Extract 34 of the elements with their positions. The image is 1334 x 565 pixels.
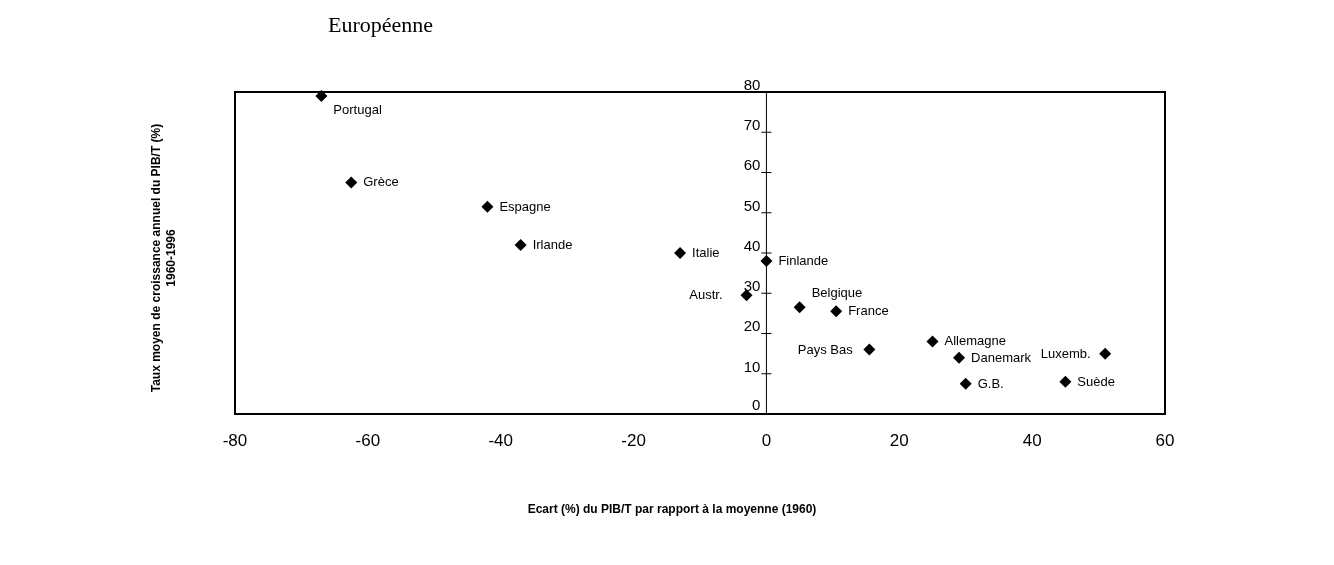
chart-title: Européenne	[328, 12, 434, 37]
annotation: Espagne	[499, 198, 551, 214]
x-axis-title: Ecart (%) du PIB/T par rapport à la moyenne (1960)	[527, 502, 817, 516]
annotation: Austr.	[689, 287, 723, 303]
y-tick-label: 70	[743, 116, 761, 133]
annotation: Grèce	[363, 174, 399, 190]
annotation: Luxemb.	[1040, 345, 1091, 361]
x-tick-label: 60	[1155, 431, 1175, 450]
y-tick-label: 20	[743, 317, 761, 335]
y-tick-label: 80	[743, 75, 761, 93]
x-tick-label: -80	[222, 431, 248, 450]
annotation: France	[848, 303, 889, 319]
annotation: Belgique	[811, 285, 863, 301]
x-tick-label: -40	[488, 431, 513, 450]
y-tick-label: 30	[743, 277, 761, 294]
y-axis-title: Taux moyen de croissance annuel du PIB/T (%) 1960-1996	[149, 123, 178, 393]
x-tick-label: -20	[621, 431, 646, 450]
x-tick-label: 40	[1022, 431, 1042, 450]
y-tick-label: 60	[743, 156, 761, 174]
annotation: Portugal	[333, 101, 382, 117]
x-tick-label: 20	[889, 431, 909, 450]
annotation: Pays Bas	[797, 341, 854, 357]
annotation: Italie	[692, 244, 720, 260]
annotation: Finlande	[778, 252, 829, 268]
annotation: Allemagne	[944, 333, 1006, 349]
annotation: Suède	[1077, 373, 1115, 389]
y-tick-label: 40	[743, 236, 761, 254]
y-tick-label: 0	[752, 395, 761, 413]
annotation: Danemark	[971, 349, 1032, 365]
annotation: Irlande	[532, 236, 573, 252]
y-tick-label: 10	[743, 357, 761, 375]
annotation: G.B.	[977, 375, 1004, 391]
y-tick-label: 50	[743, 196, 761, 214]
x-tick-label: -60	[355, 431, 381, 450]
